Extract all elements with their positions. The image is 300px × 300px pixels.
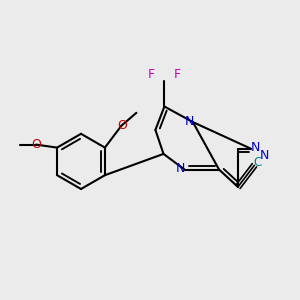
Text: F: F bbox=[148, 68, 155, 81]
Text: C: C bbox=[253, 156, 262, 169]
Text: F: F bbox=[173, 68, 181, 81]
Text: N: N bbox=[260, 149, 269, 162]
Text: O: O bbox=[31, 137, 41, 151]
Text: O: O bbox=[117, 119, 127, 132]
Text: N: N bbox=[176, 162, 186, 176]
Text: N: N bbox=[251, 141, 261, 154]
Text: N: N bbox=[184, 115, 194, 128]
